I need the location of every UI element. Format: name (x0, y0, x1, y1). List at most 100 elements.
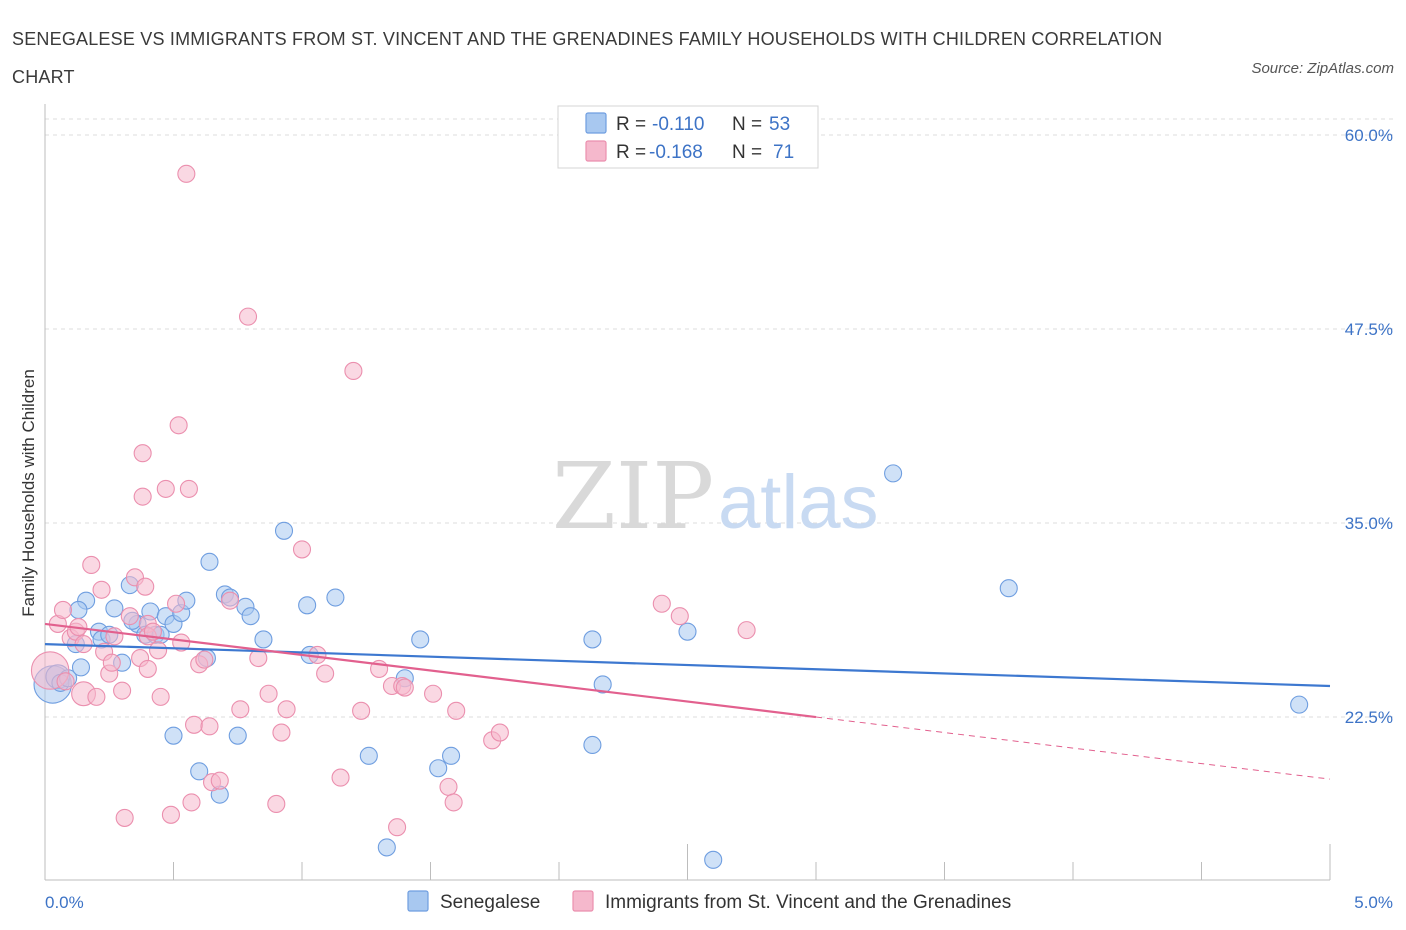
senegalese-point (704, 850, 723, 869)
immigrants-point (102, 653, 121, 672)
senegalese-point (583, 630, 602, 649)
y-tick-label: 35.0% (1345, 514, 1393, 533)
legend-n-label: N = (732, 114, 762, 135)
senegalese-point (200, 552, 219, 571)
immigrants-point (82, 555, 101, 574)
immigrants-point (56, 672, 75, 691)
legend-n-value: 53 (769, 114, 790, 135)
immigrants-point (292, 540, 312, 559)
immigrants-point (185, 715, 204, 734)
immigrants-point (136, 577, 155, 596)
legend-label-immigrants: Immigrants from St. Vincent and the Gren… (605, 892, 1011, 913)
chart-title: SENEGALESE VS IMMIGRANTS FROM ST. VINCEN… (12, 29, 1163, 87)
legend-bottom: Senegalese Immigrants from St. Vincent a… (407, 890, 1011, 913)
immigrants-point (670, 607, 689, 626)
senegalese-point (254, 630, 273, 649)
legend-swatch-senegalese (407, 890, 429, 912)
senegalese-point (359, 746, 378, 765)
axes (44, 104, 1331, 881)
legend-label-senegalese: Senegalese (440, 892, 540, 913)
legend-r-label: R = (616, 114, 646, 135)
immigrants-point (272, 723, 291, 742)
immigrants-point (652, 594, 671, 613)
immigrants-point (133, 444, 152, 463)
immigrants-point (161, 805, 180, 824)
immigrants-point (344, 361, 363, 380)
immigrants-point (113, 681, 132, 700)
immigrants-point (179, 479, 198, 498)
immigrants-point (156, 479, 175, 498)
data-points (30, 164, 1309, 869)
immigrants-point (200, 717, 219, 736)
y-tick-label: 47.5% (1345, 320, 1393, 339)
immigrants-point (352, 701, 371, 720)
senegalese-point (678, 622, 697, 641)
trend-lines (44, 622, 1331, 780)
immigrants-point (490, 723, 509, 742)
immigrants-point (138, 659, 157, 678)
senegalese-point (429, 759, 448, 778)
immigrants-point (424, 684, 443, 703)
immigrants-point (172, 633, 191, 652)
legend-r-value: -0.110 (652, 114, 704, 135)
legend-n-value: 71 (773, 142, 794, 163)
immigrants-point (395, 678, 414, 697)
immigrants-trend-line-extension (815, 716, 1331, 780)
legend-r-value: -0.168 (649, 142, 703, 163)
immigrants-point (115, 808, 134, 827)
immigrants-point (259, 684, 278, 703)
immigrants-point (167, 594, 186, 613)
legend-n-label: N = (732, 142, 762, 163)
senegalese-point (71, 658, 91, 677)
legend-swatch-immigrants (572, 890, 594, 912)
immigrants-point (149, 641, 168, 660)
senegalese-point (593, 675, 612, 694)
immigrants-point (151, 687, 170, 706)
senegalese-point (164, 726, 183, 745)
immigrants-point (308, 645, 327, 665)
immigrants-trend-line (44, 622, 817, 719)
immigrants-point (447, 701, 466, 720)
y-axis-title: Family Households with Children (19, 369, 38, 617)
immigrants-point (231, 700, 250, 719)
senegalese-trend-line (44, 642, 1331, 688)
immigrants-point (388, 818, 407, 837)
senegalese-point (999, 579, 1018, 598)
x-tick-label: 5.0% (1354, 893, 1393, 912)
immigrants-point (195, 650, 214, 669)
gridlines (45, 118, 1394, 718)
senegalese-point (377, 838, 396, 857)
immigrants-point (87, 687, 106, 706)
immigrants-point (737, 621, 756, 640)
x-tick-label: 0.0% (45, 893, 84, 912)
immigrants-point (277, 700, 296, 719)
watermark-zip: ZIP (552, 443, 714, 550)
immigrants-point (444, 793, 463, 812)
senegalese-point (274, 521, 294, 540)
senegalese-point (241, 607, 260, 626)
senegalese-point (583, 735, 602, 755)
senegalese-point (411, 630, 430, 649)
immigrants-point (177, 164, 196, 183)
immigrants-point (331, 768, 350, 787)
legend-swatch-pink (585, 140, 607, 162)
immigrants-point (316, 664, 335, 683)
y-tick-label: 60.0% (1345, 126, 1393, 145)
senegalese-point (884, 464, 903, 483)
legend-top: R = -0.110 N = 53 R = -0.168 N = 71 (557, 105, 819, 169)
immigrants-point (210, 771, 229, 790)
senegalese-point (326, 588, 345, 607)
immigrants-point (169, 416, 188, 435)
legend-swatch-blue (585, 112, 607, 134)
y-tick-labels: 22.5% 35.0% 47.5% 60.0% (1345, 126, 1393, 727)
immigrants-point (105, 627, 124, 646)
y-tick-label: 22.5% (1345, 708, 1393, 727)
senegalese-point (69, 600, 88, 620)
senegalese-point (298, 596, 317, 615)
immigrants-point (53, 600, 73, 620)
senegalese-point (228, 726, 247, 745)
immigrants-point (133, 487, 152, 506)
immigrants-point (220, 591, 240, 610)
legend-r-label: R = (616, 142, 646, 163)
